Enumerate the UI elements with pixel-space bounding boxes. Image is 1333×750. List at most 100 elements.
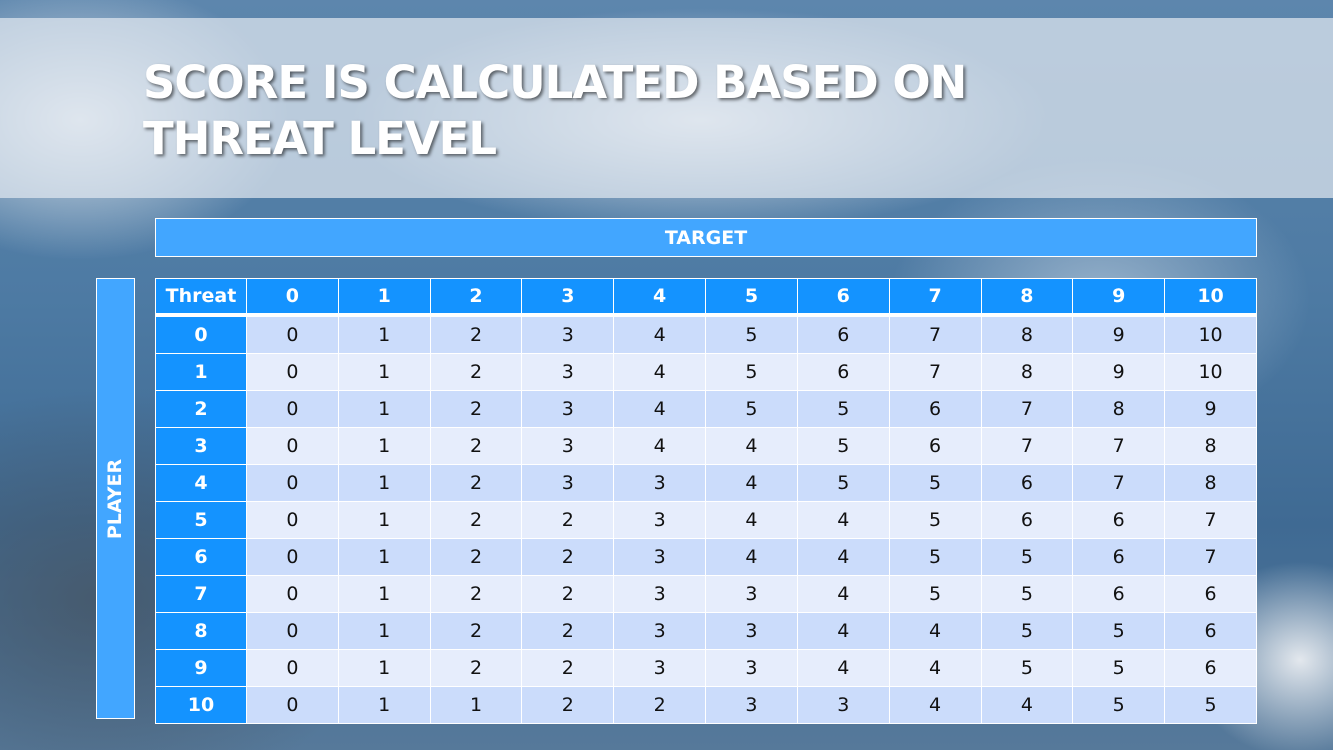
row-header: 7 <box>155 575 247 613</box>
score-cell: 2 <box>429 464 523 502</box>
score-cell: 4 <box>796 575 890 613</box>
player-label-text: PLAYER <box>104 458 127 539</box>
score-cell: 9 <box>1072 353 1166 391</box>
table-row: 0 0 1 2 3 4 5 6 7 8 9 10 <box>155 314 1257 354</box>
score-cell: 1 <box>337 649 431 687</box>
score-cell: 0 <box>246 427 339 465</box>
score-cell: 0 <box>246 314 339 354</box>
score-cell: 5 <box>888 538 982 576</box>
score-cell: 6 <box>888 427 982 465</box>
score-cell: 1 <box>337 612 431 650</box>
slide-title: SCORE IS CALCULATED BASED ON THREAT LEVE… <box>143 55 967 167</box>
score-cell: 3 <box>705 649 798 687</box>
score-cell: 7 <box>1164 501 1257 539</box>
score-cell: 7 <box>980 390 1074 428</box>
score-cell: 3 <box>521 390 615 428</box>
column-header: 3 <box>521 278 615 316</box>
score-cell: 3 <box>613 575 707 613</box>
score-cell: 2 <box>521 538 615 576</box>
score-cell: 1 <box>337 390 431 428</box>
score-cell: 4 <box>888 649 982 687</box>
score-cell: 10 <box>1164 314 1257 354</box>
target-axis-label: TARGET <box>155 218 1257 257</box>
title-line-2: THREAT LEVEL <box>143 112 497 165</box>
column-header: 0 <box>246 278 339 316</box>
score-cell: 6 <box>1072 575 1166 613</box>
score-cell: 3 <box>521 353 615 391</box>
score-cell: 9 <box>1164 390 1257 428</box>
score-cell: 2 <box>521 649 615 687</box>
column-header: 10 <box>1164 278 1257 316</box>
score-cell: 5 <box>980 612 1074 650</box>
score-cell: 4 <box>705 464 798 502</box>
score-cell: 5 <box>980 538 1074 576</box>
score-cell: 8 <box>1164 427 1257 465</box>
score-cell: 4 <box>888 686 982 724</box>
score-cell: 1 <box>337 464 431 502</box>
score-cell: 3 <box>613 649 707 687</box>
score-cell: 1 <box>337 686 431 724</box>
title-band <box>0 18 1333 198</box>
row-header: 10 <box>155 686 247 724</box>
score-cell: 0 <box>246 686 339 724</box>
column-header: 6 <box>796 278 890 316</box>
column-header: 7 <box>888 278 982 316</box>
row-header: 0 <box>155 314 247 354</box>
score-cell: 4 <box>613 390 707 428</box>
score-cell: 6 <box>796 314 890 354</box>
score-cell: 3 <box>705 575 798 613</box>
score-cell: 5 <box>1164 686 1257 724</box>
score-cell: 4 <box>796 538 890 576</box>
score-cell: 2 <box>429 538 523 576</box>
score-cell: 8 <box>980 353 1074 391</box>
score-cell: 1 <box>337 353 431 391</box>
score-cell: 2 <box>521 575 615 613</box>
score-cell: 2 <box>521 501 615 539</box>
score-cell: 2 <box>429 649 523 687</box>
score-cell: 4 <box>613 314 707 354</box>
column-header: 5 <box>705 278 798 316</box>
score-cell: 1 <box>337 427 431 465</box>
score-cell: 1 <box>337 501 431 539</box>
row-header: 6 <box>155 538 247 576</box>
score-cell: 2 <box>429 353 523 391</box>
score-cell: 5 <box>796 390 890 428</box>
score-cell: 3 <box>613 464 707 502</box>
score-cell: 5 <box>796 427 890 465</box>
score-cell: 4 <box>980 686 1074 724</box>
score-cell: 5 <box>1072 686 1166 724</box>
row-header: 2 <box>155 390 247 428</box>
score-cell: 1 <box>429 686 523 724</box>
score-cell: 6 <box>1072 538 1166 576</box>
score-cell: 5 <box>1072 612 1166 650</box>
score-cell: 6 <box>796 353 890 391</box>
score-cell: 6 <box>1072 501 1166 539</box>
score-cell: 2 <box>521 612 615 650</box>
score-cell: 4 <box>705 538 798 576</box>
score-cell: 10 <box>1164 353 1257 391</box>
score-cell: 7 <box>980 427 1074 465</box>
header-row: Threat 0 1 2 3 4 5 6 7 8 9 10 <box>155 278 1257 316</box>
score-cell: 4 <box>705 501 798 539</box>
column-header: 9 <box>1072 278 1166 316</box>
score-cell: 0 <box>246 501 339 539</box>
score-cell: 8 <box>980 314 1074 354</box>
score-cell: 6 <box>1164 575 1257 613</box>
score-cell: 4 <box>796 612 890 650</box>
score-cell: 3 <box>796 686 890 724</box>
row-header: 8 <box>155 612 247 650</box>
title-line-1: SCORE IS CALCULATED BASED ON <box>143 56 967 109</box>
score-cell: 5 <box>888 464 982 502</box>
score-cell: 0 <box>246 612 339 650</box>
score-cell: 3 <box>613 612 707 650</box>
score-cell: 3 <box>521 314 615 354</box>
score-cell: 3 <box>521 464 615 502</box>
score-cell: 4 <box>613 427 707 465</box>
score-cell: 0 <box>246 464 339 502</box>
